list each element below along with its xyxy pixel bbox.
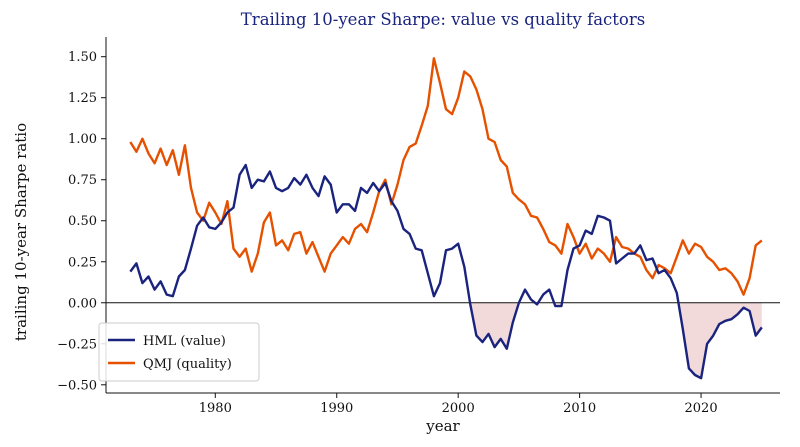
y-tick-label: 0.25 [68,255,97,270]
y-tick-label: 0.75 [68,173,97,188]
y-tick-label: 1.50 [68,50,97,65]
x-tick-label: 1980 [199,401,232,416]
x-axis-title: year [425,417,460,435]
y-tick-label: 1.00 [68,132,97,147]
x-tick-label: 2000 [442,401,475,416]
legend: HML (value) QMJ (quality) [98,322,260,382]
y-tick-label: 0.00 [68,296,97,311]
negative-shade-region-3 [678,302,762,379]
y-tick-label: −0.25 [57,337,97,352]
hml-series-line [129,163,763,380]
chart-title: Trailing 10-year Sharpe: value vs qualit… [241,10,645,29]
y-tick-label: −0.50 [57,378,97,393]
y-tick-label: 1.25 [68,91,97,106]
legend-label-qmj: QMJ (quality) [143,357,232,372]
qmj-series-line [129,57,763,296]
negative-shade-layer [470,302,762,379]
legend-label-hml: HML (value) [143,334,226,349]
axes-layer: −0.50 −0.25 0.00 0.25 0.50 0.75 1.00 1.25 1.50 19… [57,37,780,416]
x-tick-label: 2020 [685,401,718,416]
series-layer [129,57,763,380]
legend-frame [98,322,260,382]
negative-shade-region-0 [470,302,519,349]
x-tick-label: 1990 [320,401,353,416]
y-axis-title: trailing 10-year Sharpe ratio [12,123,30,341]
y-tick-label: 0.50 [68,214,97,229]
x-tick-label: 2010 [563,401,596,416]
